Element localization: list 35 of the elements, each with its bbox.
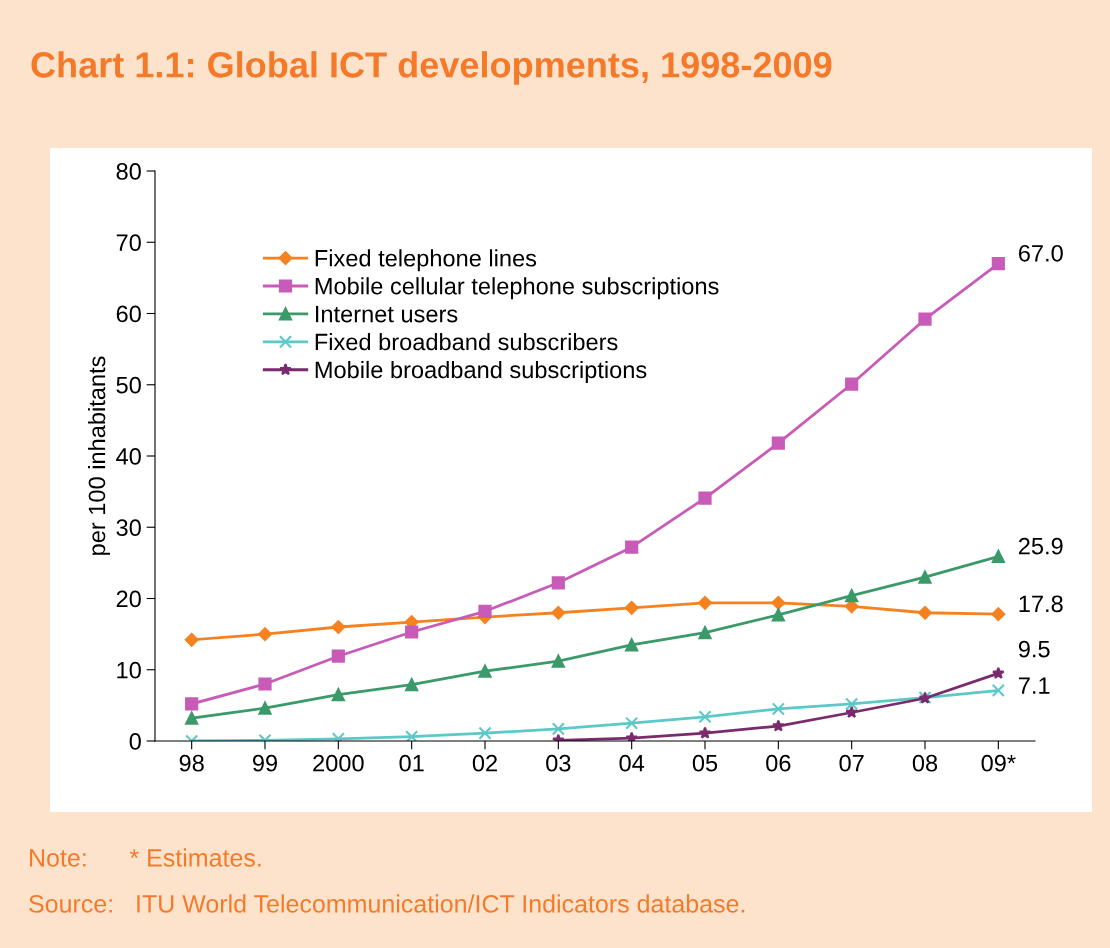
y-tick-label: 20 <box>116 590 141 608</box>
y-tick-label: 80 <box>116 163 141 180</box>
data-label: 67.0 <box>1018 244 1063 262</box>
legend-label: Fixed broadband subscribers <box>315 332 618 351</box>
x-tick-label: 98 <box>179 754 204 772</box>
data-label: 9.5 <box>1018 640 1050 658</box>
y-tick-label: 0 <box>129 733 141 750</box>
legend-label: Fixed telephone lines <box>315 249 537 272</box>
legend-label: Mobile cellular telephone subscriptions <box>315 277 719 300</box>
x-tick-label: 01 <box>399 754 424 772</box>
legend-label: Internet users <box>316 305 458 323</box>
text: Note: * Estimates. <box>30 848 261 867</box>
x-tick-label: 2000 <box>313 754 364 772</box>
y-tick-label: 40 <box>116 448 141 465</box>
x-tick-label: 02 <box>472 754 497 772</box>
x-tick-label: 06 <box>766 754 791 772</box>
x-tick-label: 05 <box>692 754 718 772</box>
y-tick-label: 10 <box>117 661 141 679</box>
x-tick-label: 07 <box>839 754 864 772</box>
y-tick-label: 60 <box>116 305 141 323</box>
x-tick-label: 08 <box>912 754 938 772</box>
source-note: Source: ITU World Telecommunication/ICT Indicators database. <box>29 894 745 913</box>
y-tick-label: 70 <box>116 234 141 252</box>
x-tick-label: 04 <box>619 754 645 772</box>
data-label: 25.9 <box>1018 537 1063 555</box>
y-tick-label: 30 <box>116 519 141 537</box>
data-label: 7.1 <box>1018 677 1050 694</box>
data-label: 17.8 <box>1019 595 1063 613</box>
legend-label: Mobile broadband subscriptions <box>315 360 647 383</box>
y-axis-title: per 100 inhabitants <box>87 356 110 555</box>
x-tick-label: 03 <box>546 754 571 772</box>
chart-title: Chart 1.1: Global ICT developments, 1998-2009 <box>31 51 832 85</box>
y-tick-label: 50 <box>116 376 141 394</box>
x-tick-label: 09* <box>981 754 1016 772</box>
x-tick-label: 99 <box>252 754 278 772</box>
